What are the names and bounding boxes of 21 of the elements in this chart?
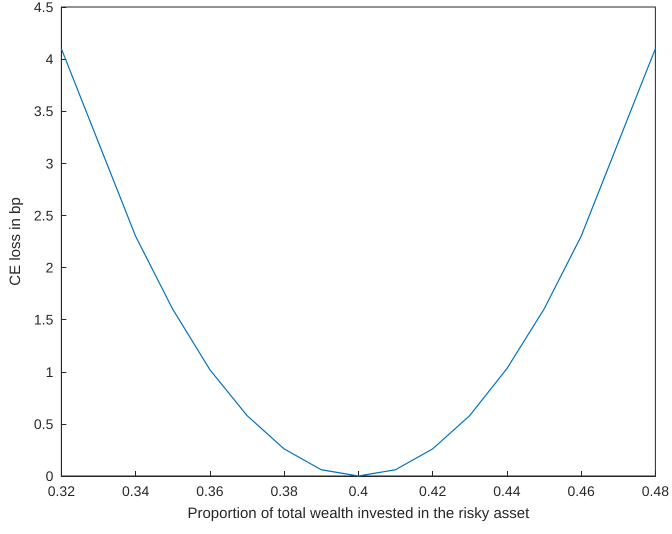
x-tick-label: 0.48 [642, 483, 670, 499]
x-tick-label: 0.42 [418, 483, 446, 499]
y-tick-label: 3.5 [34, 103, 54, 120]
y-tick-label: 4 [46, 51, 54, 68]
y-axis-title: CE loss in bp [7, 197, 24, 286]
x-tick-label: 0.32 [48, 483, 76, 499]
y-tick-label: 0.5 [34, 416, 54, 432]
y-tick-label: 4.5 [34, 0, 54, 15]
x-tick-label: 0.4 [348, 483, 368, 499]
x-axis-title: Proportion of total wealth invested in the risky asset [187, 505, 530, 522]
x-tick-label: 0.46 [568, 483, 595, 499]
y-tick-label: 2.5 [34, 207, 54, 224]
y-tick-label: 1.5 [34, 312, 54, 328]
y-tick-label: 0 [46, 468, 54, 484]
y-tick-label: 3 [46, 155, 54, 172]
y-tick-label: 1 [46, 364, 54, 380]
x-tick-label: 0.36 [196, 483, 224, 499]
x-tick-label: 0.38 [270, 483, 298, 499]
x-tick-label: 0.44 [493, 483, 521, 499]
y-tick-label: 2 [46, 260, 54, 276]
x-tick-label: 0.34 [122, 483, 150, 499]
